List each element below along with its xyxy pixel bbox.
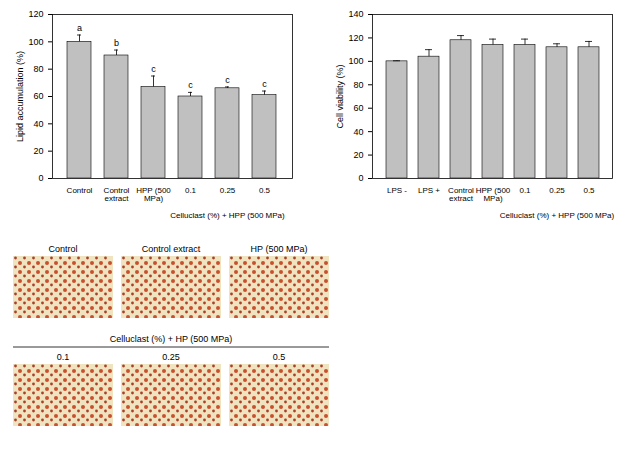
- svg-text:0.1: 0.1: [519, 186, 531, 195]
- svg-text:c: c: [225, 75, 230, 85]
- svg-text:HPP (500MPa): HPP (500MPa): [476, 186, 511, 203]
- svg-text:Controlextract: Controlextract: [104, 186, 130, 203]
- svg-text:60: 60: [33, 91, 43, 101]
- svg-text:20: 20: [33, 146, 43, 156]
- svg-text:Cell viability (%): Cell viability (%): [335, 64, 345, 128]
- svg-text:Control: Control: [67, 186, 93, 195]
- svg-text:Controlextract: Controlextract: [448, 186, 474, 203]
- svg-text:100: 100: [28, 37, 43, 47]
- svg-text:140: 140: [348, 9, 363, 19]
- svg-text:20: 20: [353, 150, 363, 160]
- svg-text:c: c: [262, 79, 267, 89]
- svg-text:Lipid accumulation (%): Lipid accumulation (%): [15, 51, 25, 142]
- svg-text:0: 0: [38, 173, 43, 183]
- svg-text:c: c: [188, 80, 193, 90]
- svg-text:40: 40: [33, 119, 43, 129]
- svg-text:b: b: [114, 38, 119, 48]
- svg-text:40: 40: [353, 127, 363, 137]
- svg-text:LPS +: LPS +: [418, 186, 440, 195]
- svg-text:0.5: 0.5: [273, 352, 286, 362]
- svg-text:120: 120: [348, 33, 363, 43]
- svg-text:80: 80: [353, 80, 363, 90]
- svg-text:0.1: 0.1: [185, 186, 197, 195]
- svg-text:Celluclast (%) + HP (500 MPa): Celluclast (%) + HP (500 MPa): [110, 334, 233, 344]
- svg-text:LPS -: LPS -: [387, 186, 407, 195]
- svg-text:60: 60: [353, 103, 363, 113]
- svg-text:0.25: 0.25: [549, 186, 565, 195]
- svg-text:0.5: 0.5: [259, 186, 271, 195]
- svg-text:HPP (500MPa): HPP (500MPa): [136, 186, 171, 203]
- svg-text:Control extract: Control extract: [142, 244, 201, 254]
- svg-text:80: 80: [33, 64, 43, 74]
- svg-text:0.1: 0.1: [57, 352, 70, 362]
- svg-text:a: a: [77, 23, 82, 33]
- svg-text:HP (500 MPa): HP (500 MPa): [251, 244, 308, 254]
- svg-text:0.25: 0.25: [220, 186, 236, 195]
- svg-text:0.25: 0.25: [162, 352, 180, 362]
- svg-text:Celluclast (%) + HPP (500 MPa): Celluclast (%) + HPP (500 MPa): [170, 211, 285, 220]
- svg-text:c: c: [151, 64, 156, 74]
- svg-text:0: 0: [358, 173, 363, 183]
- svg-text:Celluclast (%) + HPP (500 MPa): Celluclast (%) + HPP (500 MPa): [500, 211, 615, 220]
- svg-text:Control: Control: [48, 244, 77, 254]
- svg-text:100: 100: [348, 56, 363, 66]
- svg-text:120: 120: [28, 9, 43, 19]
- svg-text:0.5: 0.5: [583, 186, 595, 195]
